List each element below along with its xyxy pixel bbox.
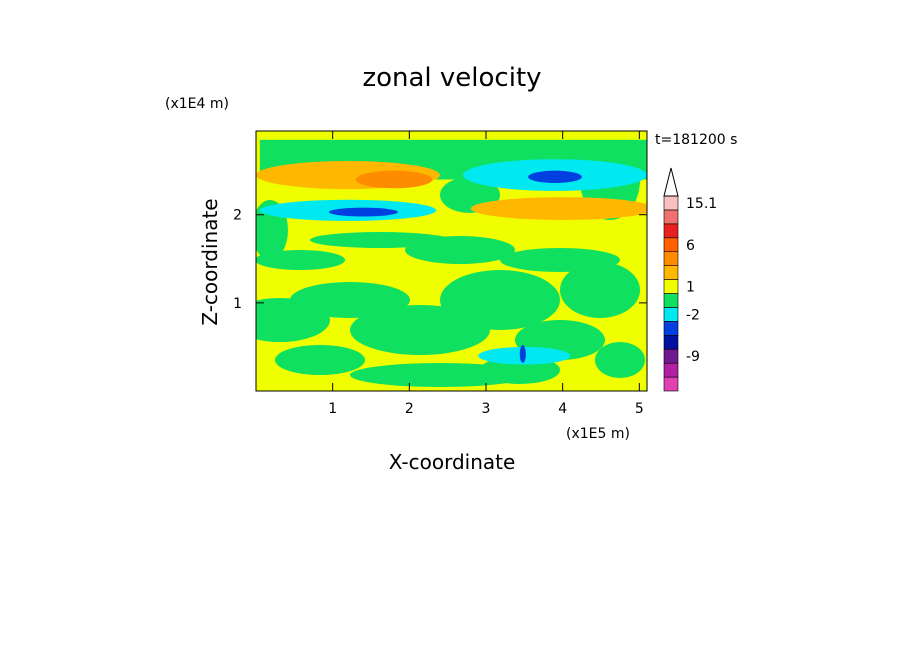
colorbar-swatch [663,209,679,225]
colorbar-swatch [663,321,679,336]
y-tick-label: 1 [233,296,242,312]
field-patch [310,232,450,248]
field-region [328,207,398,217]
colorbar-swatch [663,334,679,350]
field-patch [275,345,365,375]
field-patch [500,248,620,272]
field-region [528,170,582,183]
colorbar-swatch [663,251,679,266]
plot-area [255,130,648,392]
field-patch [440,270,560,330]
x-tick-label: 4 [558,401,567,417]
x-tick-label: 5 [635,401,644,417]
colorbar-swatch [663,265,679,280]
y-unit-label: (x1E4 m) [165,96,229,112]
x-axis-label: X-coordinate [389,450,516,474]
x-tick-label: 1 [328,401,337,417]
field-patch [560,262,640,318]
colorbar-label: 1 [686,280,695,296]
x-tick-label: 2 [405,401,414,417]
colorbar-swatch [663,279,679,294]
x-unit-label: (x1E5 m) [566,426,630,442]
field-patch [595,342,645,378]
colorbar-swatch [663,376,679,392]
colorbar-top-arrow [663,167,679,197]
field-patch [290,282,410,318]
colorbar-swatch [663,362,679,378]
colorbar-label: -9 [686,349,700,365]
chart-title: zonal velocity [362,63,541,93]
plot-frame [255,130,648,392]
field-region [519,345,526,363]
time-label: t=181200 s [655,132,737,148]
y-axis: 12 [233,208,647,312]
colorbar-swatch [663,223,679,239]
x-axis: 1 2 3 4 5 [328,131,644,417]
field-region [470,197,647,221]
colorbar: 15.1 6 1 -2 -9 [663,167,717,392]
colorbar-label: 6 [686,238,695,254]
x-tick-label: 3 [482,401,491,417]
colorbar-swatch [663,237,679,253]
colorbar-label: -2 [686,307,700,323]
y-tick-label: 2 [233,208,242,224]
y-axis-label: Z-coordinate [198,198,222,325]
colorbar-swatch [663,307,679,322]
field-region [355,170,433,189]
colorbar-label: 15.1 [686,196,717,212]
colorbar-swatch [663,293,679,308]
colorbar-swatch [663,195,679,211]
colorbar-swatch [663,348,679,364]
